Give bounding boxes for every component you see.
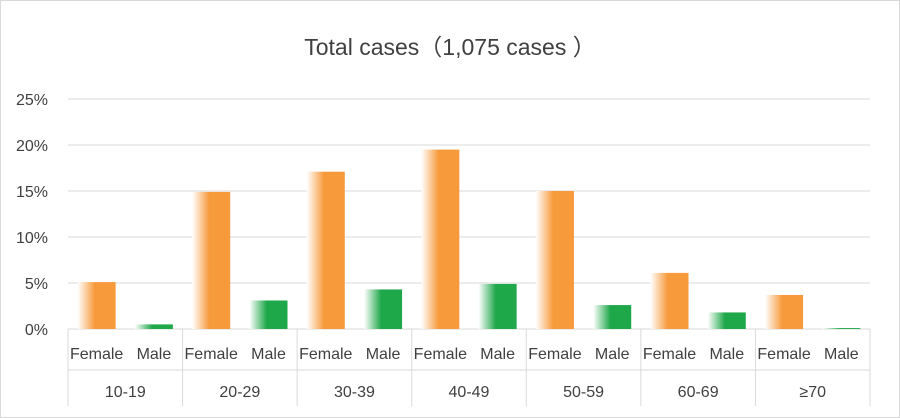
x-group-label: 40-49 [449, 384, 490, 401]
x-sex-label: Male [137, 346, 172, 363]
x-sex-label: Female [70, 346, 123, 363]
x-sex-label: Male [595, 346, 630, 363]
y-tick-label: 25% [16, 92, 48, 109]
y-axis: 0% 5% 10% 15% 20% 25% [16, 92, 48, 339]
x-group-label: 30-39 [334, 384, 375, 401]
x-group-label: 10-19 [105, 384, 146, 401]
bar-male [822, 328, 861, 329]
bar-male [593, 305, 632, 329]
y-tick-label: 0% [25, 322, 48, 339]
gridlines [68, 98, 870, 330]
x-sex-label: Female [757, 346, 810, 363]
bar-male [249, 300, 288, 329]
bar-male [134, 324, 173, 329]
x-sex-label: Male [824, 346, 859, 363]
bar-female [650, 272, 689, 329]
x-group-label: 50-59 [563, 384, 604, 401]
chart-title: Total cases（1,075 cases ） [304, 34, 596, 60]
x-sex-label: Female [528, 346, 581, 363]
y-tick-label: 5% [25, 276, 48, 293]
y-tick-label: 10% [16, 230, 48, 247]
x-sex-label: Male [480, 346, 515, 363]
y-tick-label: 15% [16, 184, 48, 201]
x-group-label: 60-69 [678, 384, 719, 401]
bar-male [364, 289, 403, 329]
x-sex-label: Female [414, 346, 467, 363]
x-axis: Female Male 10-19 Female Male 20-29 Female Male… [67, 329, 871, 406]
bar-female [765, 294, 804, 329]
x-group-label: ≥70 [799, 384, 826, 401]
bar-male [478, 283, 517, 329]
bars [77, 149, 861, 329]
x-sex-label: Male [366, 346, 401, 363]
x-sex-label: Female [643, 346, 696, 363]
y-tick-label: 20% [16, 138, 48, 155]
bar-female [421, 149, 460, 329]
x-sex-label: Male [709, 346, 744, 363]
bar-female [192, 191, 231, 329]
bar-male [707, 312, 746, 329]
x-sex-label: Female [299, 346, 352, 363]
bar-female [535, 191, 574, 329]
x-group-label: 20-29 [219, 384, 260, 401]
bar-female [77, 282, 116, 329]
bar-female [306, 171, 345, 329]
x-sex-label: Female [185, 346, 238, 363]
x-sex-label: Male [251, 346, 286, 363]
